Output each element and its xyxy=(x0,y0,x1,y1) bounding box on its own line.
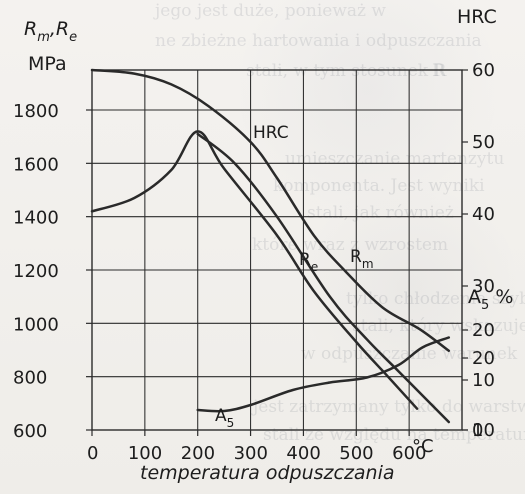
rm-series-label: Rm xyxy=(350,247,374,271)
hrc-series-label: HRC xyxy=(253,123,289,143)
a5-line xyxy=(196,336,451,413)
ghost-text: stali, który wskazuje wartości xyxy=(352,316,525,336)
a5-series-label: A5 xyxy=(215,406,234,430)
ghost-text: umieszczanie martenzytu xyxy=(285,149,504,169)
a5-axis-tick-label: 0 xyxy=(472,420,483,441)
left-axis-tick-label: 1400 xyxy=(13,208,59,229)
left-axis-tick-label: 1200 xyxy=(13,261,59,282)
hrc-axis-title: HRC xyxy=(457,6,497,28)
x-axis-tick-label: 300 xyxy=(234,443,268,464)
plot-frame xyxy=(91,69,463,431)
hrc-axis-tick-label: 40 xyxy=(472,204,495,225)
left-axis-tick-label: 1600 xyxy=(13,154,59,175)
hrc-axis-tick-label: 30 xyxy=(472,276,495,297)
rm-line xyxy=(196,132,451,424)
hrc-axis-tick-label: 20 xyxy=(472,348,495,369)
hrc-line xyxy=(90,68,451,353)
a5-axis-tick-label: 10 xyxy=(472,370,495,391)
left-axis-tick-label: 1000 xyxy=(13,314,59,335)
re-series-label: Re xyxy=(299,250,318,274)
x-axis-tick-label: 100 xyxy=(128,443,162,464)
re-line xyxy=(90,130,419,410)
x-axis-tick-label: 400 xyxy=(286,443,320,464)
left-axis-unit: MPa xyxy=(28,53,67,75)
ghost-text: jest zatrzymany tylko do warstwy xyxy=(251,397,525,417)
left-axis-tick-label: 800 xyxy=(13,368,47,389)
x-axis-tick-label: 0 xyxy=(87,443,98,464)
ghost-text: ne zbieżne hartowania i odpuszczania xyxy=(155,31,482,51)
ghost-text: które wraz z wzrostem xyxy=(252,235,448,255)
x-axis-tick-label: 200 xyxy=(181,443,215,464)
left-axis-tick-label: 1800 xyxy=(13,101,59,122)
x-axis-unit: °C xyxy=(412,436,434,457)
left-axis-title: Rm,Re xyxy=(24,18,77,45)
hrc-axis-tick-label: 60 xyxy=(472,60,495,81)
x-axis-label: temperatura odpuszczania xyxy=(140,462,395,484)
ghost-text: jego jest duże, ponieważ w xyxy=(153,1,386,21)
a5-axis-title: A5 % xyxy=(468,286,513,313)
ghost-text: R xyxy=(432,61,446,81)
ghost-text: tylko chłodzenia szybkością xyxy=(346,289,525,309)
ghost-text: komponenta. Jest wyniki xyxy=(273,176,485,196)
ghost-text: stali, jak również xyxy=(307,203,454,223)
x-axis-tick-label: 600 xyxy=(392,443,426,464)
x-axis-tick-label: 500 xyxy=(339,443,373,464)
left-axis-tick-label: 600 xyxy=(13,421,47,442)
hrc-axis-tick-label: 50 xyxy=(472,132,495,153)
ghost-text: stali, w tym stosunek R xyxy=(246,61,447,81)
hrc-axis-tick-label: 10 xyxy=(472,420,495,441)
a5-axis-tick-label: 20 xyxy=(472,320,495,341)
